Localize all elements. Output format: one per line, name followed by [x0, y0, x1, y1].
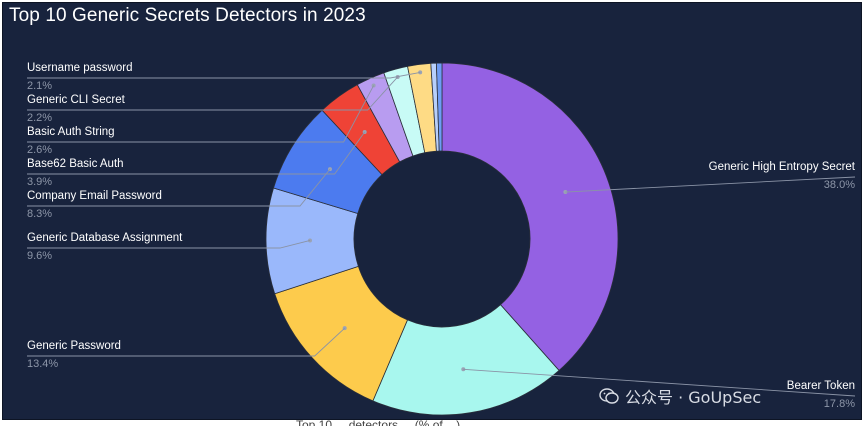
label-name-1: Bearer Token	[787, 380, 855, 392]
chart-panel: Top 10 Generic Secrets Detectors in 2023…	[2, 2, 862, 420]
leader-line-2	[27, 327, 345, 357]
slices-group	[265, 62, 619, 416]
leader-line-0	[565, 176, 856, 193]
label-pct-3: 9.6%	[27, 250, 52, 262]
slice-1	[372, 304, 560, 416]
label-name-0: Generic High Entropy Secret	[709, 161, 856, 173]
label-pct-2: 13.4%	[27, 358, 58, 370]
label-pct-8: 2.1%	[27, 80, 52, 92]
slice-extra-1	[435, 62, 443, 152]
label-name-8: Username password	[27, 62, 132, 74]
wechat-icon	[599, 388, 619, 404]
label-name-3: Generic Database Assignment	[27, 232, 183, 244]
figure-caption: Top 10 ... detectors ... (% of ...)	[296, 418, 461, 426]
leader-line-3	[27, 240, 311, 249]
labels-group: Generic High Entropy Secret 38.0% Bearer T…	[27, 62, 856, 410]
donut-chart: Generic High Entropy Secret 38.0% Bearer T…	[27, 62, 856, 416]
leader-line-6	[27, 85, 375, 143]
label-pct-6: 2.6%	[27, 144, 52, 156]
leader-line-8	[27, 71, 421, 79]
label-name-5: Base62 Basic Auth	[27, 158, 124, 170]
leader-line-1	[463, 368, 856, 397]
watermark: 公众号 · GoUpSec	[599, 384, 761, 408]
watermark-text: 公众号 · GoUpSec	[625, 388, 762, 407]
leader-line-7	[27, 76, 399, 111]
slice-0	[441, 62, 619, 372]
chart-title: Top 10 Generic Secrets Detectors in 2023	[9, 5, 366, 26]
leader-line-4	[27, 168, 331, 207]
label-name-7: Generic CLI Secret	[27, 94, 126, 106]
label-pct-0: 38.0%	[824, 179, 855, 191]
label-pct-1: 17.8%	[824, 398, 855, 410]
label-name-2: Generic Password	[27, 340, 121, 352]
label-name-4: Company Email Password	[27, 190, 162, 202]
leader-line-5	[27, 131, 366, 175]
leaders-group	[27, 70, 856, 397]
label-pct-7: 2.2%	[27, 112, 52, 124]
label-name-6: Basic Auth String	[27, 126, 115, 138]
label-pct-5: 3.9%	[27, 176, 52, 188]
label-pct-4: 8.3%	[27, 208, 52, 220]
